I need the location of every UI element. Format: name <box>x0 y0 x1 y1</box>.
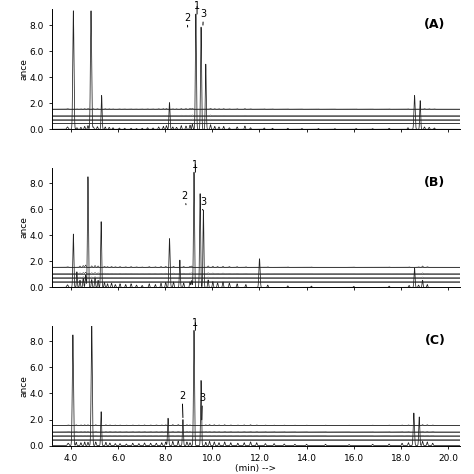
Text: 2: 2 <box>179 391 185 418</box>
Text: (A): (A) <box>424 18 446 31</box>
Text: 1: 1 <box>192 318 199 330</box>
X-axis label: (min) -->: (min) --> <box>236 464 276 473</box>
Text: (C): (C) <box>425 334 446 347</box>
Text: 3: 3 <box>201 9 207 25</box>
Y-axis label: ance: ance <box>19 217 28 238</box>
Y-axis label: ance: ance <box>19 58 28 80</box>
Text: 2: 2 <box>184 12 190 27</box>
Text: 3: 3 <box>200 197 206 210</box>
Text: (B): (B) <box>424 176 446 189</box>
Y-axis label: ance: ance <box>19 375 28 397</box>
Text: 3: 3 <box>200 393 206 420</box>
Text: 2: 2 <box>182 191 188 205</box>
Text: 1: 1 <box>194 1 200 14</box>
Text: 1: 1 <box>192 160 199 172</box>
